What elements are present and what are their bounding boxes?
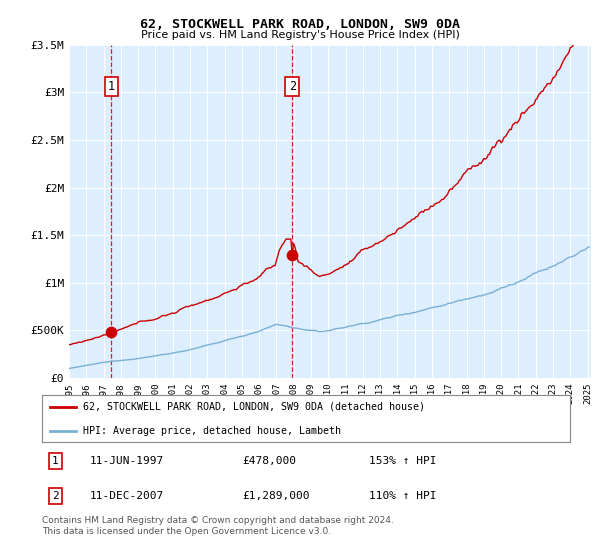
Point	[287, 251, 297, 260]
Text: HPI: Average price, detached house, Lambeth: HPI: Average price, detached house, Lamb…	[83, 426, 341, 436]
Text: 62, STOCKWELL PARK ROAD, LONDON, SW9 0DA: 62, STOCKWELL PARK ROAD, LONDON, SW9 0DA	[140, 18, 460, 31]
Text: Price paid vs. HM Land Registry's House Price Index (HPI): Price paid vs. HM Land Registry's House …	[140, 30, 460, 40]
Text: Contains HM Land Registry data © Crown copyright and database right 2024.
This d: Contains HM Land Registry data © Crown c…	[42, 516, 394, 536]
Text: 62, STOCKWELL PARK ROAD, LONDON, SW9 0DA (detached house): 62, STOCKWELL PARK ROAD, LONDON, SW9 0DA…	[83, 402, 425, 412]
Text: 2: 2	[52, 491, 59, 501]
Text: £1,289,000: £1,289,000	[242, 491, 310, 501]
Text: 1: 1	[108, 80, 115, 93]
Text: 1: 1	[52, 456, 59, 466]
Text: 153% ↑ HPI: 153% ↑ HPI	[370, 456, 437, 466]
Text: 11-DEC-2007: 11-DEC-2007	[89, 491, 164, 501]
Text: 11-JUN-1997: 11-JUN-1997	[89, 456, 164, 466]
Point	[107, 328, 116, 337]
Text: 110% ↑ HPI: 110% ↑ HPI	[370, 491, 437, 501]
Text: £478,000: £478,000	[242, 456, 296, 466]
Text: 2: 2	[289, 80, 296, 93]
